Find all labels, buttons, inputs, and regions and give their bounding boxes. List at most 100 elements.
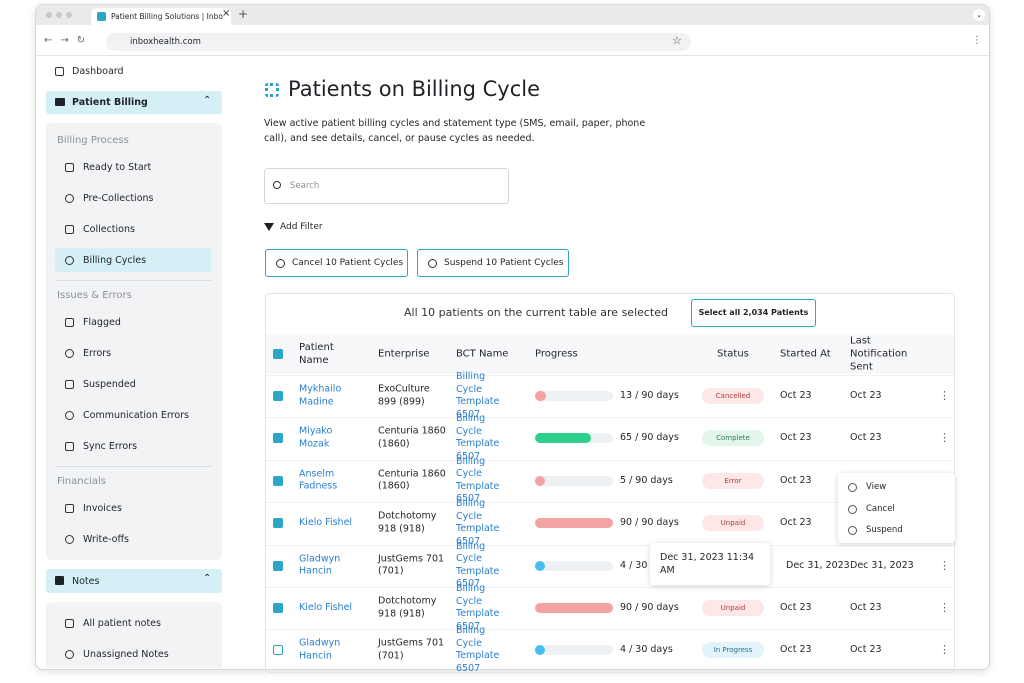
- progress-label: 90 / 90 days: [620, 601, 679, 613]
- menu-item[interactable]: View: [866, 482, 887, 492]
- search-icon: [273, 181, 281, 189]
- row-divider: [266, 629, 954, 631]
- column-header: Enterprise: [378, 348, 430, 360]
- chevron[interactable]: ⌃: [203, 573, 212, 584]
- bct-name[interactable]: Billing Cycle Template 6507: [456, 455, 500, 505]
- progress-bar: [535, 433, 592, 444]
- row-menu[interactable]: ⋮: [939, 389, 950, 402]
- last-notification: Oct 23: [850, 389, 882, 401]
- enterprise: Dotchotomy 918 (918): [378, 510, 437, 535]
- status-badge: Unpaid: [702, 600, 764, 616]
- bct-name[interactable]: Billing Cycle Template 6507: [456, 413, 500, 462]
- progress-label: 4 / 30 days: [620, 559, 673, 571]
- patient-name[interactable]: Miyako Mozak: [299, 425, 333, 450]
- status-badge: Complete: [702, 430, 764, 447]
- bct-name[interactable]: Billing Cycle Template 6507: [456, 625, 500, 674]
- nav-buttons[interactable]: ←→↻: [44, 35, 94, 46]
- status-badge: Unpaid: [702, 515, 764, 532]
- nav-item[interactable]: Suspended: [83, 379, 136, 390]
- nav-item[interactable]: Write-offs: [83, 534, 129, 545]
- menu-item[interactable]: Cancel: [866, 503, 895, 514]
- select-all-button[interactable]: Select all 2,034 Patients: [691, 299, 816, 327]
- action-button[interactable]: Suspend 10 Patient Cycles: [417, 249, 569, 277]
- panel: [46, 602, 222, 668]
- search-placeholder: Search: [290, 181, 320, 191]
- menu-icon: [848, 504, 857, 514]
- checkbox[interactable]: [273, 475, 283, 486]
- title-icon: [265, 83, 279, 97]
- nav-item[interactable]: Collections: [83, 224, 135, 235]
- bct-name[interactable]: Billing Cycle Template 6507: [456, 498, 500, 547]
- browser-menu[interactable]: ⋮: [972, 35, 982, 46]
- checkbox[interactable]: [273, 349, 283, 359]
- nav-group-active[interactable]: [46, 91, 222, 114]
- row-menu[interactable]: ⋮: [939, 643, 950, 657]
- bct-name[interactable]: Billing Cycle Template 6507: [456, 371, 500, 420]
- search-box[interactable]: [264, 168, 509, 204]
- progress-bar: [535, 645, 546, 656]
- checkbox[interactable]: [273, 391, 283, 401]
- nav-item[interactable]: Sync Errors: [83, 441, 138, 452]
- patient-name[interactable]: Mykhailo Madine: [299, 383, 342, 408]
- add-filter[interactable]: Add Filter: [280, 222, 323, 232]
- patient-name[interactable]: Kielo Fishel: [299, 516, 353, 528]
- icon: [65, 411, 74, 420]
- nav-item[interactable]: Ready to Start: [83, 162, 152, 173]
- row-menu[interactable]: ⋮: [939, 431, 950, 445]
- patient-name[interactable]: Anselm Fadness: [299, 468, 338, 492]
- started-at: Oct 23: [780, 601, 812, 613]
- nav-item[interactable]: Unassigned Notes: [83, 649, 169, 660]
- patient-name[interactable]: Gladwyn Hancin: [299, 637, 341, 662]
- column-header: Progress: [535, 348, 578, 360]
- last-notification: Dec 31, 2023: [850, 559, 914, 571]
- nav-group[interactable]: Notes: [72, 576, 100, 587]
- checkbox[interactable]: [273, 518, 283, 529]
- icon: [65, 163, 74, 172]
- checkbox[interactable]: [273, 560, 283, 571]
- checkbox[interactable]: [273, 645, 283, 656]
- icon: [65, 535, 74, 544]
- chevron[interactable]: ⌃: [203, 95, 212, 106]
- description: View active patient billing cycles and s…: [264, 118, 646, 144]
- row-menu[interactable]: ⋮: [939, 601, 950, 614]
- bct-name[interactable]: Billing Cycle Template 6507: [456, 540, 500, 590]
- checkbox[interactable]: [273, 603, 283, 613]
- nav-item[interactable]: All patient notes: [83, 618, 161, 629]
- nav-item[interactable]: Invoices: [83, 503, 122, 514]
- nav-item[interactable]: Pre-Collections: [83, 193, 154, 204]
- nav-item[interactable]: Communication Errors: [83, 410, 190, 421]
- patient-name[interactable]: Gladwyn Hancin: [299, 553, 341, 577]
- bookmark-star[interactable]: ☆: [672, 34, 682, 47]
- tab-favicon: [97, 12, 106, 21]
- started-at: Oct 23: [780, 389, 812, 401]
- progress-bar: [535, 603, 613, 613]
- panel: [46, 123, 222, 560]
- progress-track: [535, 645, 613, 656]
- row-divider: [266, 502, 954, 504]
- divider: [55, 466, 212, 467]
- status-badge: In Progress: [702, 642, 764, 659]
- nav-item[interactable]: Flagged: [83, 317, 121, 328]
- icon: [65, 256, 74, 265]
- nav-item[interactable]: Dashboard: [72, 66, 124, 77]
- bct-name[interactable]: Billing Cycle Template 6507: [456, 583, 500, 632]
- row-divider: [266, 375, 954, 376]
- address-bar[interactable]: [106, 33, 691, 51]
- nav-item[interactable]: Errors: [83, 348, 112, 359]
- nav-item[interactable]: Billing Cycles: [83, 255, 147, 266]
- icon: [65, 225, 74, 234]
- new-tab[interactable]: +: [238, 7, 249, 21]
- row-menu[interactable]: ⋮: [939, 558, 950, 572]
- nav-group-active[interactable]: [46, 569, 222, 593]
- status-badge: Cancelled: [702, 388, 764, 404]
- icon: [65, 380, 74, 389]
- nav-group[interactable]: Patient Billing: [72, 97, 148, 108]
- checkbox[interactable]: [273, 433, 283, 444]
- menu-item[interactable]: Suspend: [866, 525, 903, 535]
- tab-menu[interactable]: ⌄: [973, 9, 985, 21]
- action-button[interactable]: Cancel 10 Patient Cycles: [265, 249, 408, 277]
- browser-tab[interactable]: Patient Billing Solutions | Inbo: [91, 8, 231, 25]
- tab-close[interactable]: ×: [222, 8, 231, 19]
- enterprise: Centuria 1860 (1860): [378, 425, 446, 450]
- patient-name[interactable]: Kielo Fishel: [299, 601, 353, 613]
